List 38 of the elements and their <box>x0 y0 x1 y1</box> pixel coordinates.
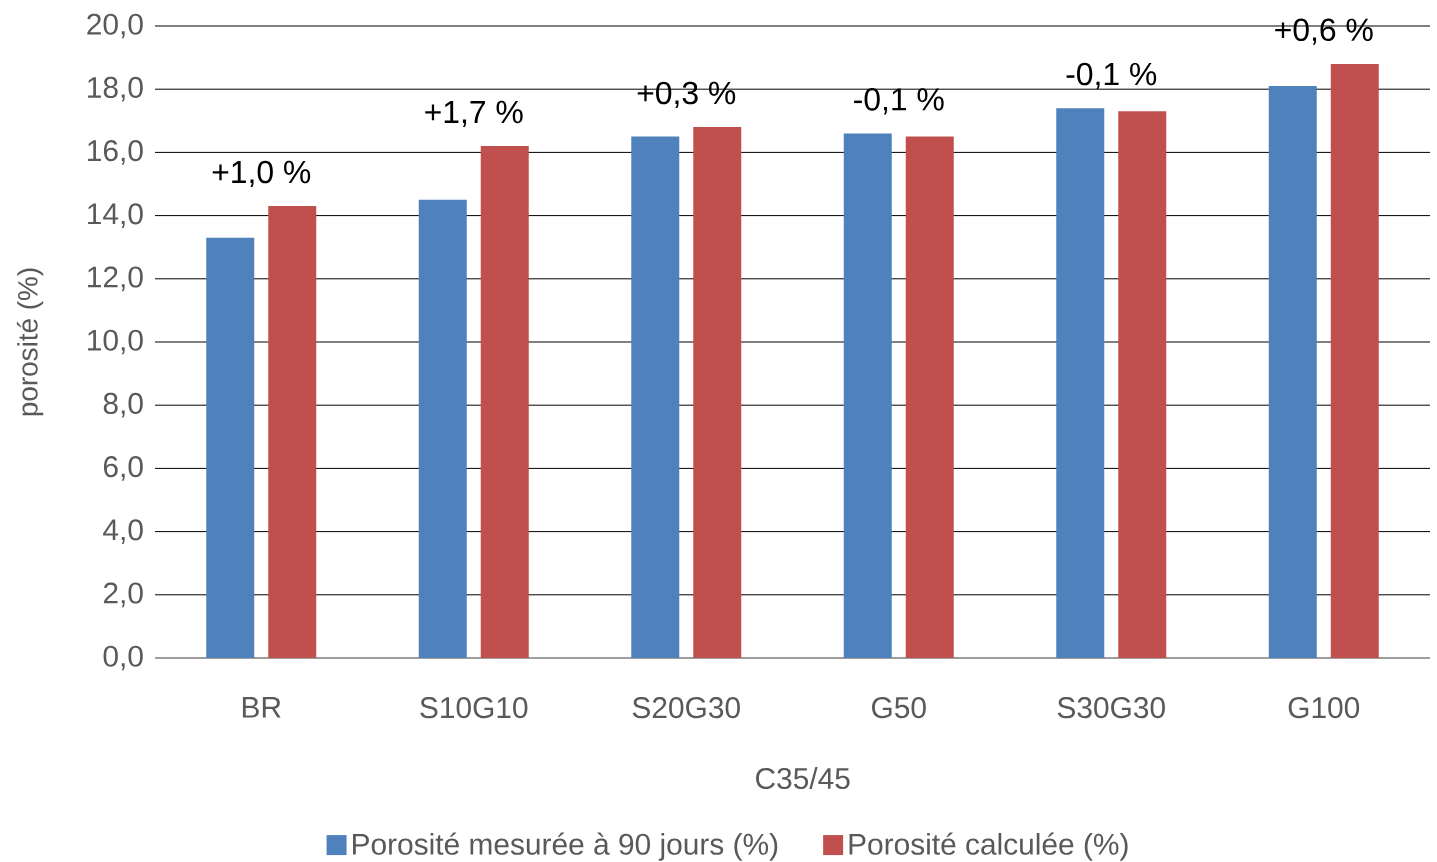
y-tick-label: 4,0 <box>103 519 143 544</box>
y-tick-label: 12,0 <box>88 266 143 292</box>
y-tick-label: 6,0 <box>103 456 143 481</box>
bar <box>418 199 467 658</box>
bar <box>631 136 680 658</box>
x-tick-label: S30G30 <box>1057 697 1165 719</box>
x-tick-label: BR <box>242 697 281 718</box>
y-tick-label: 16,0 <box>88 140 143 165</box>
x-axis-title: C35/45 <box>756 767 850 790</box>
y-axis-title: porosité (%) <box>16 268 44 416</box>
bar <box>1268 86 1317 658</box>
annotation: +0,6 % <box>1275 18 1373 45</box>
y-tick-label: 10,0 <box>88 329 143 355</box>
annotation: +1,7 % <box>425 100 523 128</box>
legend-label: Porosité mesurée à 90 jours (%) <box>353 832 778 861</box>
x-tick-label: G100 <box>1288 697 1360 719</box>
x-tick-label: G50 <box>872 697 926 719</box>
y-tick-label: 8,0 <box>103 392 143 418</box>
bar <box>693 127 742 658</box>
bar <box>905 136 954 658</box>
annotation: -0,1 % <box>854 88 944 115</box>
x-tick-label: S20G30 <box>632 697 740 719</box>
y-tick-label: 20,0 <box>87 13 143 39</box>
annotation: -0,1 % <box>1066 62 1157 90</box>
bar <box>1330 63 1379 658</box>
bar <box>480 146 529 658</box>
y-tick-label: 0,0 <box>103 645 143 671</box>
annotation: +1,0 % <box>212 160 311 188</box>
legend-label: Porosité calculée (%) <box>849 832 1128 861</box>
bar <box>206 237 255 658</box>
bar <box>1056 108 1105 658</box>
bar <box>268 206 317 658</box>
y-tick-label: 2,0 <box>103 582 143 608</box>
bar <box>1118 111 1167 658</box>
y-tick-label: 18,0 <box>88 76 143 102</box>
x-tick-label: S10G10 <box>420 697 528 719</box>
bar <box>843 133 892 658</box>
y-tick-label: 14,0 <box>88 203 143 228</box>
